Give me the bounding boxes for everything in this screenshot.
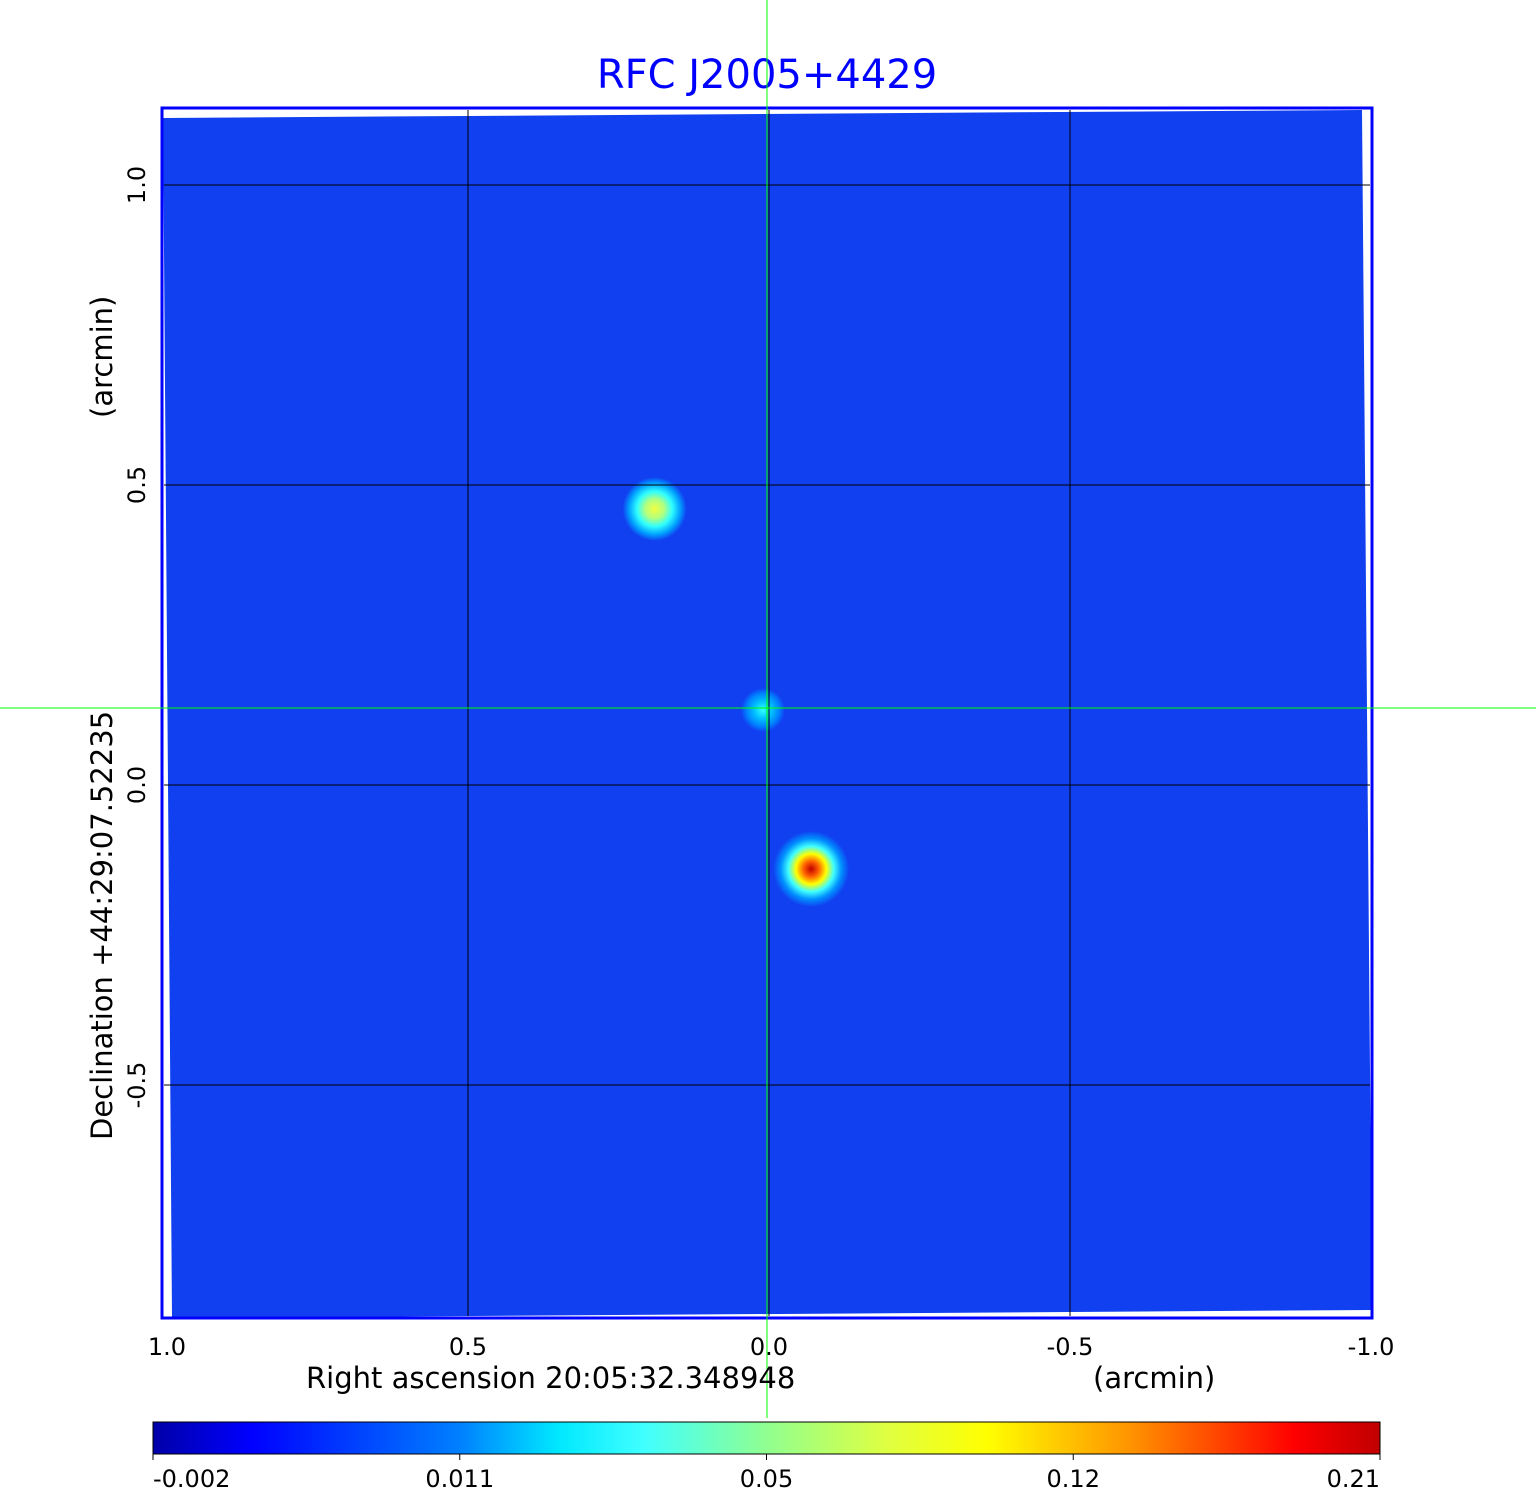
radio-source [622,477,687,541]
y-axis-label: Declination +44:29:07.52235 [85,711,119,1140]
y-tick-label: 1.0 [123,166,151,204]
y-tick-label: 0.5 [123,466,151,504]
colorbar-tick-label: 0.21 [1327,1465,1380,1493]
x-axis-unit: (arcmin) [1093,1361,1215,1395]
colorbar-tick-label: 0.05 [740,1465,793,1493]
x-tick-label: -0.5 [1047,1333,1094,1361]
x-tick-label: 0.0 [750,1333,788,1361]
radio-source [740,688,785,732]
colorbar [152,1421,1381,1455]
colorbar-tick-label: 0.12 [1047,1465,1100,1493]
y-tick-label: -0.5 [123,1062,151,1109]
colorbar-tick-label: 0.011 [425,1465,494,1493]
x-tick-label: 0.5 [449,1333,487,1361]
y-axis-unit: (arcmin) [85,296,119,418]
x-axis-label: Right ascension 20:05:32.348948 [306,1361,795,1395]
y-tick-label: 0.0 [123,766,151,804]
x-tick-label: -1.0 [1348,1333,1395,1361]
radio-source [773,831,850,907]
x-tick-label: 1.0 [148,1333,186,1361]
colorbar-tick-label: -0.002 [153,1465,230,1493]
sources-layer [622,477,850,907]
